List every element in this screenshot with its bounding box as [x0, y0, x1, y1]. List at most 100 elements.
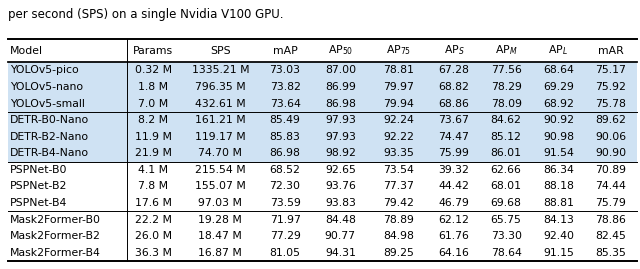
- Text: Model: Model: [10, 46, 44, 56]
- Text: 79.42: 79.42: [383, 198, 414, 208]
- Text: 36.3 M: 36.3 M: [135, 248, 172, 258]
- Text: DETR-B0-Nano: DETR-B0-Nano: [10, 115, 90, 125]
- Text: 91.54: 91.54: [543, 148, 574, 158]
- Text: 11.9 M: 11.9 M: [135, 132, 172, 142]
- Text: PSPNet-B2: PSPNet-B2: [10, 181, 68, 192]
- Text: YOLOv5-nano: YOLOv5-nano: [10, 82, 83, 92]
- Text: YOLOv5-pico: YOLOv5-pico: [10, 65, 79, 76]
- Text: 73.30: 73.30: [491, 231, 522, 241]
- Text: PSPNet-B4: PSPNet-B4: [10, 198, 68, 208]
- Text: 93.35: 93.35: [383, 148, 414, 158]
- Text: 84.48: 84.48: [325, 214, 356, 225]
- Text: AP$_S$: AP$_S$: [444, 44, 464, 58]
- Text: 86.99: 86.99: [325, 82, 356, 92]
- Text: 70.89: 70.89: [595, 165, 626, 175]
- Text: AP$_{50}$: AP$_{50}$: [328, 44, 353, 58]
- Text: Mask2Former-B4: Mask2Former-B4: [10, 248, 101, 258]
- Text: 92.22: 92.22: [383, 132, 414, 142]
- Text: 19.28 M: 19.28 M: [198, 214, 243, 225]
- Text: mAP: mAP: [273, 46, 298, 56]
- Text: 432.61 M: 432.61 M: [195, 99, 246, 109]
- Text: 0.32 M: 0.32 M: [135, 65, 172, 76]
- Text: 81.05: 81.05: [269, 248, 301, 258]
- Text: 78.09: 78.09: [491, 99, 522, 109]
- Text: 86.34: 86.34: [543, 165, 574, 175]
- Text: 85.83: 85.83: [269, 132, 301, 142]
- Text: 75.92: 75.92: [595, 82, 626, 92]
- Text: Mask2Former-B2: Mask2Former-B2: [10, 231, 101, 241]
- Text: 88.81: 88.81: [543, 198, 574, 208]
- Text: 67.28: 67.28: [438, 65, 469, 76]
- Text: PSPNet-B0: PSPNet-B0: [10, 165, 68, 175]
- Text: 65.75: 65.75: [491, 214, 522, 225]
- Text: 119.17 M: 119.17 M: [195, 132, 246, 142]
- Text: AP$_M$: AP$_M$: [495, 44, 517, 58]
- Text: 68.92: 68.92: [543, 99, 574, 109]
- Text: 90.92: 90.92: [543, 115, 574, 125]
- Text: 73.64: 73.64: [269, 99, 301, 109]
- Text: 73.03: 73.03: [269, 65, 301, 76]
- Text: 796.35 M: 796.35 M: [195, 82, 246, 92]
- Text: 98.92: 98.92: [325, 148, 356, 158]
- Text: mAR: mAR: [598, 46, 623, 56]
- Text: 72.30: 72.30: [269, 181, 301, 192]
- Text: 78.89: 78.89: [383, 214, 414, 225]
- Text: 69.68: 69.68: [491, 198, 522, 208]
- Text: 77.29: 77.29: [269, 231, 301, 241]
- Text: 89.62: 89.62: [595, 115, 626, 125]
- Text: 21.9 M: 21.9 M: [135, 148, 172, 158]
- Text: Mask2Former-B0: Mask2Former-B0: [10, 214, 101, 225]
- Text: 75.99: 75.99: [438, 148, 469, 158]
- Text: 84.62: 84.62: [491, 115, 522, 125]
- Text: 155.07 M: 155.07 M: [195, 181, 246, 192]
- Text: 75.17: 75.17: [595, 65, 626, 76]
- Text: 78.81: 78.81: [383, 65, 414, 76]
- Text: 86.98: 86.98: [269, 148, 301, 158]
- Text: 73.54: 73.54: [383, 165, 414, 175]
- Text: 44.42: 44.42: [438, 181, 469, 192]
- Text: 7.8 M: 7.8 M: [138, 181, 168, 192]
- Text: 91.15: 91.15: [543, 248, 574, 258]
- Text: 69.29: 69.29: [543, 82, 574, 92]
- Text: 78.64: 78.64: [491, 248, 522, 258]
- Text: 84.98: 84.98: [383, 231, 414, 241]
- Text: 93.76: 93.76: [325, 181, 356, 192]
- Text: 82.45: 82.45: [595, 231, 626, 241]
- Text: 73.67: 73.67: [438, 115, 469, 125]
- Text: 46.79: 46.79: [438, 198, 469, 208]
- Text: 68.01: 68.01: [491, 181, 522, 192]
- Text: 4.1 M: 4.1 M: [138, 165, 168, 175]
- Text: per second (SPS) on a single Nvidia V100 GPU.: per second (SPS) on a single Nvidia V100…: [8, 8, 283, 21]
- Text: SPS: SPS: [210, 46, 230, 56]
- Text: 22.2 M: 22.2 M: [135, 214, 172, 225]
- Text: 17.6 M: 17.6 M: [135, 198, 172, 208]
- Text: 18.47 M: 18.47 M: [198, 231, 243, 241]
- Text: 73.82: 73.82: [269, 82, 301, 92]
- Text: 87.00: 87.00: [324, 65, 356, 76]
- Text: 92.65: 92.65: [325, 165, 356, 175]
- Text: 78.29: 78.29: [491, 82, 522, 92]
- Text: 86.98: 86.98: [325, 99, 356, 109]
- Text: 92.40: 92.40: [543, 231, 574, 241]
- Text: 68.82: 68.82: [438, 82, 469, 92]
- Text: YOLOv5-small: YOLOv5-small: [10, 99, 85, 109]
- Text: 77.37: 77.37: [383, 181, 414, 192]
- Text: 84.13: 84.13: [543, 214, 574, 225]
- Text: 62.12: 62.12: [438, 214, 469, 225]
- Text: DETR-B4-Nano: DETR-B4-Nano: [10, 148, 90, 158]
- Text: 77.56: 77.56: [491, 65, 522, 76]
- Text: 90.77: 90.77: [325, 231, 356, 241]
- Text: 97.03 M: 97.03 M: [198, 198, 243, 208]
- Text: 74.44: 74.44: [595, 181, 626, 192]
- Text: 61.76: 61.76: [438, 231, 469, 241]
- Text: 161.21 M: 161.21 M: [195, 115, 246, 125]
- Text: 16.87 M: 16.87 M: [198, 248, 243, 258]
- Text: 1335.21 M: 1335.21 M: [191, 65, 249, 76]
- Text: 74.70 M: 74.70 M: [198, 148, 243, 158]
- Text: 75.79: 75.79: [595, 198, 626, 208]
- Text: 68.86: 68.86: [438, 99, 469, 109]
- Text: 90.90: 90.90: [595, 148, 626, 158]
- Text: 68.52: 68.52: [269, 165, 301, 175]
- Text: 73.59: 73.59: [269, 198, 301, 208]
- Text: 1.8 M: 1.8 M: [138, 82, 168, 92]
